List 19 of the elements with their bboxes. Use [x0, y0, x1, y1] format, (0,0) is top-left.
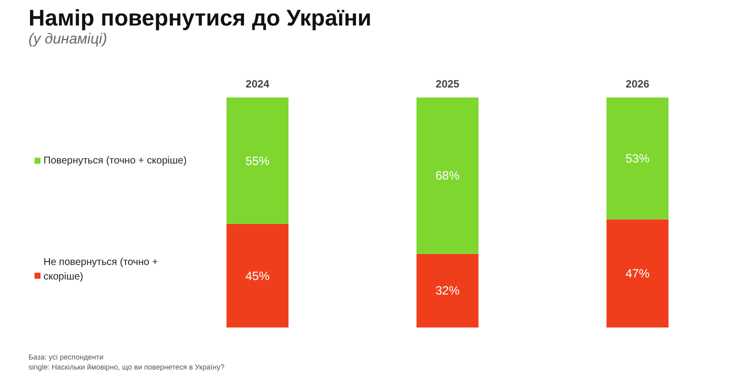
data-label: 45% — [245, 268, 270, 283]
legend-label: Не повернуться (точно + скоріше) — [44, 257, 158, 282]
bar — [416, 254, 478, 328]
x-tick-label: 2024 — [246, 78, 270, 90]
bar — [606, 98, 668, 220]
data-label: 53% — [625, 151, 650, 166]
data-label: 55% — [245, 154, 270, 168]
data-label: 68% — [435, 168, 460, 183]
x-tick-label: 2025 — [436, 78, 460, 90]
data-label: 47% — [625, 266, 650, 280]
data-label: 32% — [435, 284, 460, 298]
legend-label: Повернуться (точно + скоріше) — [44, 155, 187, 166]
x-tick-label: 2026 — [626, 78, 650, 90]
chart-title: Намір повернутися до України — [28, 4, 372, 30]
bar — [226, 224, 288, 328]
bar — [416, 98, 478, 254]
bar — [226, 98, 288, 224]
bar — [606, 219, 668, 328]
chart-subtitle: (у динаміці) — [28, 32, 108, 48]
